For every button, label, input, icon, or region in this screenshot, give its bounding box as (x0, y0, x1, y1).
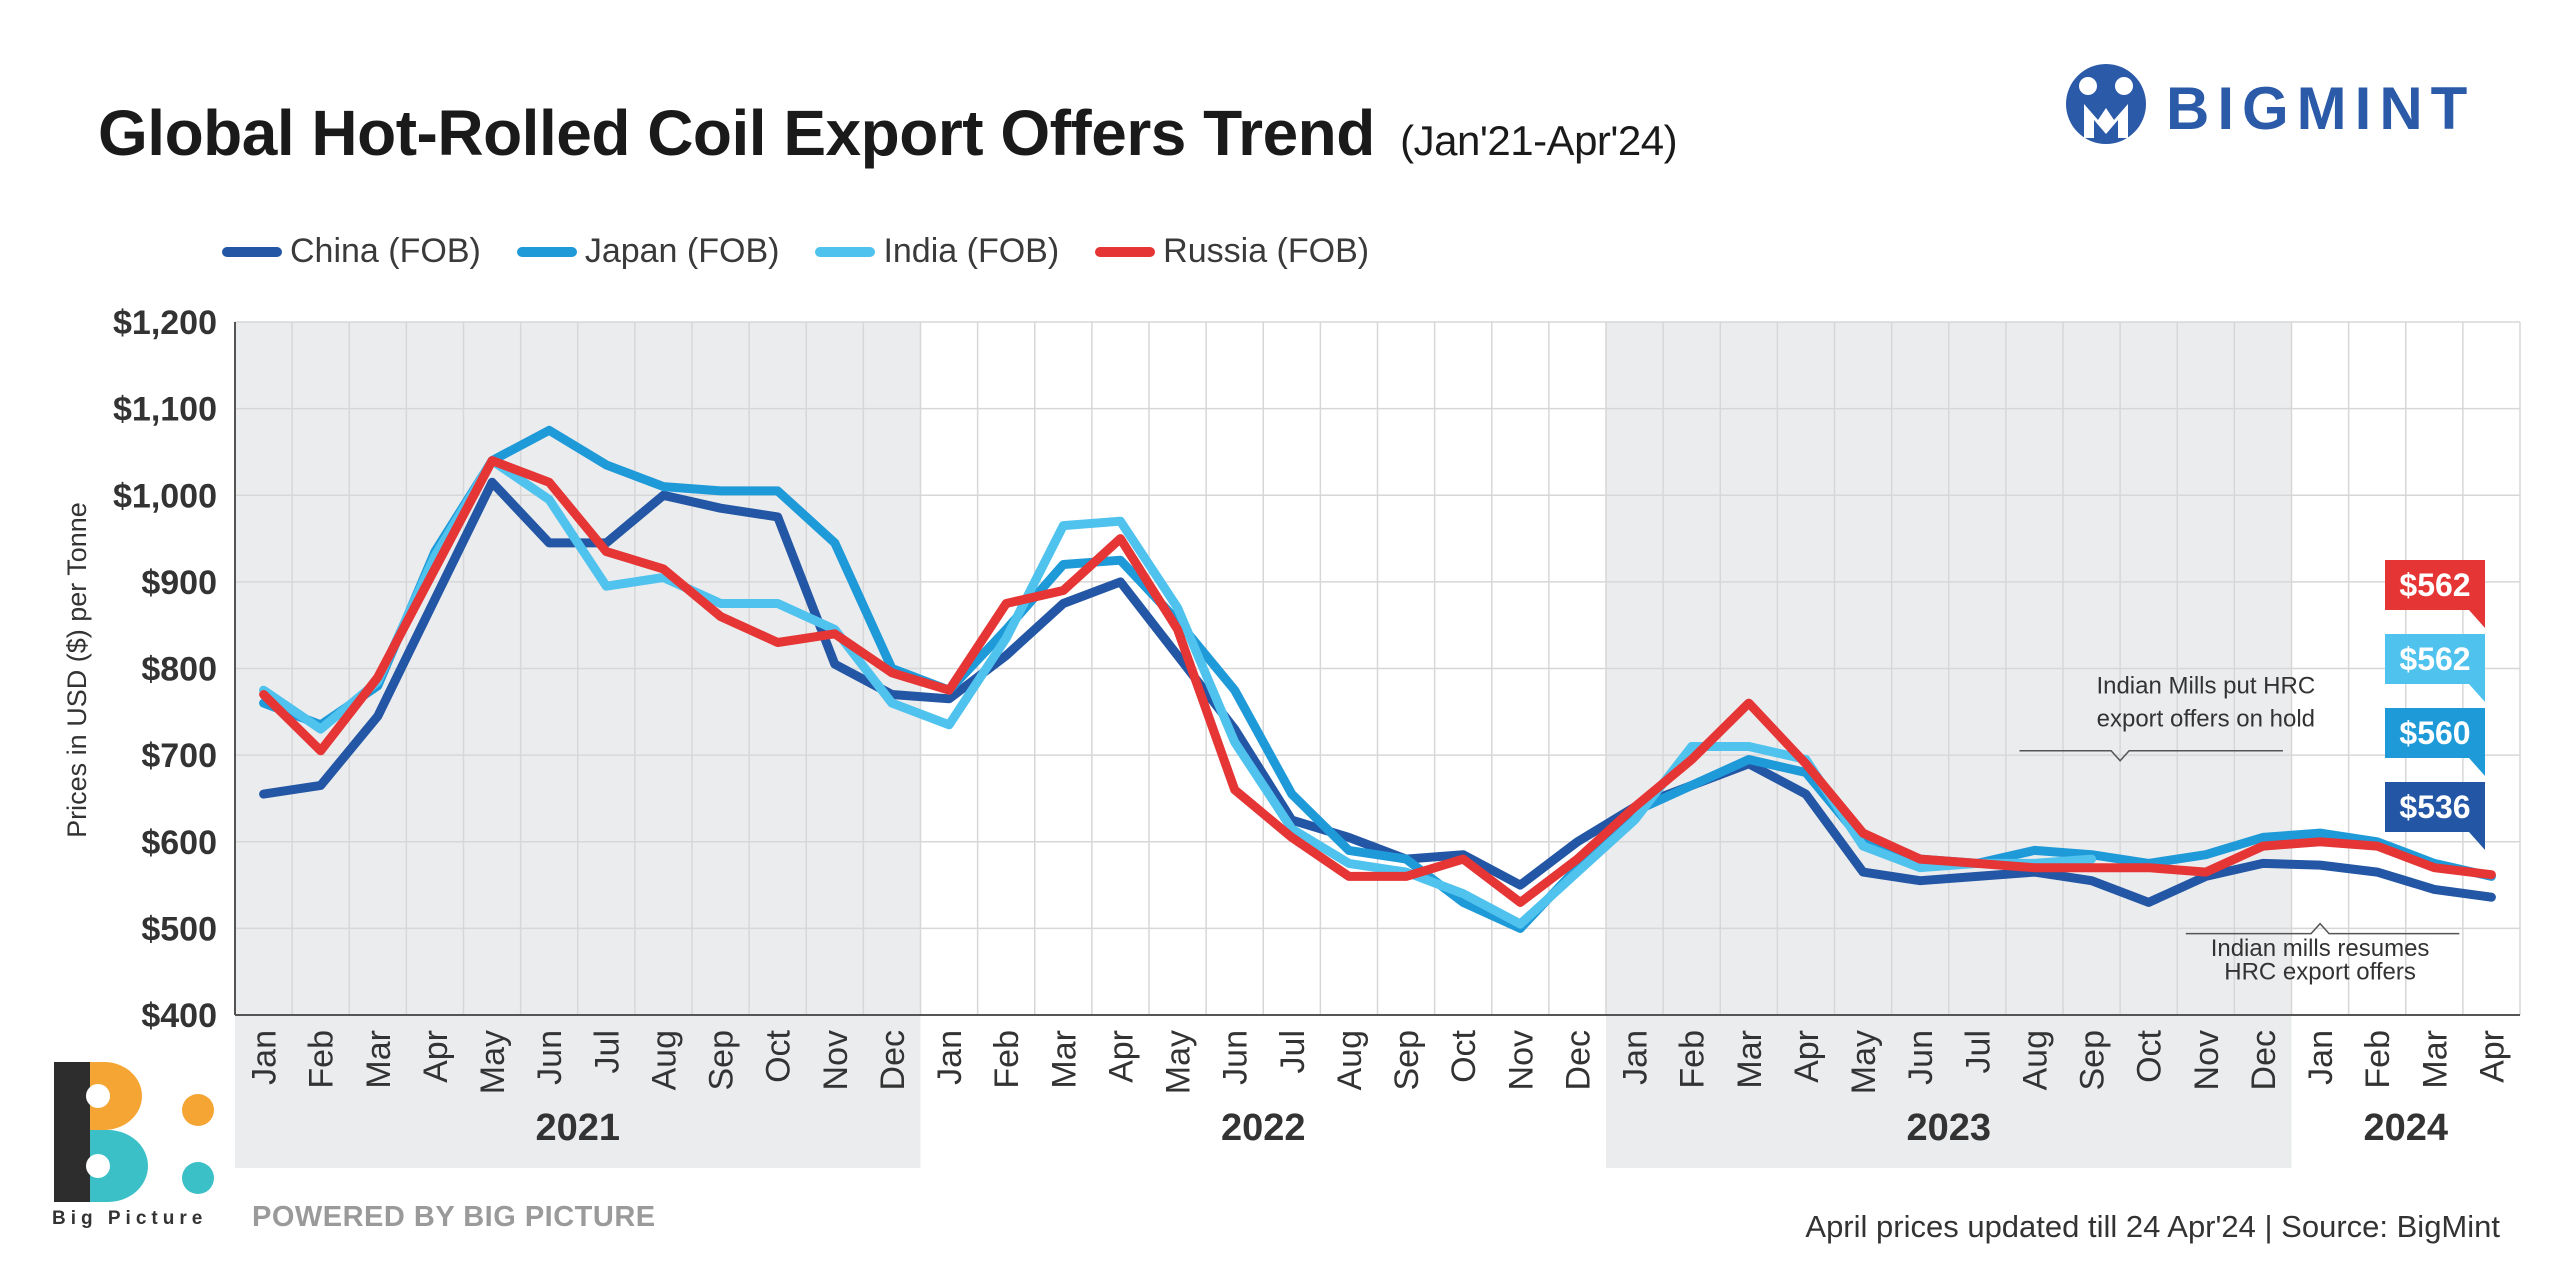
legend-item: China (FOB) (222, 232, 481, 271)
x-tick-label: Feb (2359, 1030, 2397, 1089)
end-value-flag (2385, 560, 2485, 628)
x-tick-label: Jul (1959, 1030, 1997, 1073)
x-tick-label: Oct (760, 1029, 798, 1082)
x-tick-label: Oct (1445, 1029, 1483, 1082)
x-tick-label: Aug (645, 1030, 683, 1091)
legend-swatch (222, 246, 282, 257)
annotation-on-hold-line1: Indian Mills put HRC (2096, 673, 2315, 700)
x-tick-label: Sep (703, 1030, 741, 1091)
x-tick-label: Apr (1102, 1030, 1140, 1083)
end-value-label: $560 (2399, 715, 2470, 751)
x-tick-label: Mar (1045, 1030, 1083, 1089)
big-picture-logo: Big Picture (52, 1060, 222, 1240)
x-tick-label: Nov (1502, 1030, 1540, 1090)
x-tick-label: Apr (2473, 1030, 2511, 1083)
end-value-label: $536 (2399, 789, 2470, 825)
x-tick-label: Mar (360, 1030, 398, 1089)
bigmint-logo: BIGMINT (2058, 56, 2478, 156)
y-tick-label: $500 (141, 910, 217, 948)
x-tick-label: Jan (246, 1030, 284, 1085)
x-tick-label: Sep (1388, 1030, 1426, 1091)
legend-label: Japan (FOB) (584, 232, 780, 270)
y-tick-label: $700 (141, 737, 217, 775)
annotation-on-hold-bracket (2019, 750, 2283, 762)
end-value-flag (2385, 782, 2485, 850)
x-tick-label: Feb (988, 1030, 1026, 1089)
annotation-on-hold-line2: export offers on hold (2097, 706, 2315, 733)
x-tick-label: Nov (817, 1030, 855, 1090)
x-tick-label: Aug (2016, 1030, 2054, 1091)
y-tick-label: $1,100 (113, 391, 217, 429)
end-value-label: $562 (2399, 567, 2470, 603)
legend-swatch (815, 246, 876, 257)
x-tick-label: Mar (2416, 1030, 2454, 1089)
legend-swatch (516, 246, 577, 257)
powered-by-text: POWERED BY BIG PICTURE (252, 1201, 656, 1233)
legend-label: China (FOB) (290, 232, 481, 270)
x-tick-label: Jan (1617, 1030, 1655, 1085)
x-tick-label: Oct (2131, 1029, 2169, 1082)
end-value-label: $562 (2399, 641, 2470, 677)
x-tick-label: Jul (1274, 1030, 1312, 1073)
x-tick-label: Aug (1331, 1030, 1369, 1091)
year-label: 2021 (535, 1107, 620, 1149)
chart-title-text: Global Hot-Rolled Coil Export Offers Tre… (98, 97, 1375, 169)
x-tick-label: May (1845, 1030, 1883, 1094)
big-picture-logo-icon (54, 1062, 214, 1202)
chart-title: Global Hot-Rolled Coil Export Offers Tre… (98, 96, 1678, 170)
y-tick-label: $400 (141, 997, 217, 1035)
annotation-resumes-line1: Indian mills resumes (2211, 935, 2430, 962)
x-tick-label: Jun (531, 1030, 569, 1085)
x-tick-label: Feb (1674, 1030, 1712, 1089)
year-label: 2023 (1906, 1107, 1991, 1149)
x-tick-label: Feb (303, 1030, 341, 1089)
x-tick-label: Dec (1559, 1030, 1597, 1090)
annotation-resumes-line2: HRC export offers (2224, 958, 2416, 985)
y-tick-label: $1,200 (113, 304, 217, 342)
legend-item: Russia (FOB) (1095, 232, 1369, 271)
x-tick-label: Sep (2074, 1030, 2112, 1091)
x-tick-label: Jun (1217, 1030, 1255, 1085)
y-tick-label: $800 (141, 651, 217, 689)
end-value-flag (2385, 634, 2485, 702)
x-tick-label: Jan (2302, 1030, 2340, 1085)
end-value-flag (2385, 708, 2485, 776)
bigmint-logo-icon (2066, 64, 2146, 144)
legend-swatch (1095, 246, 1156, 257)
x-tick-label: May (1160, 1030, 1198, 1094)
big-picture-logo-text: Big Picture (52, 1208, 208, 1229)
x-tick-label: Dec (2245, 1030, 2283, 1090)
year-label: 2022 (1221, 1107, 1306, 1149)
x-tick-label: May (474, 1030, 512, 1094)
x-tick-label: Apr (1788, 1030, 1826, 1083)
y-tick-label: $600 (141, 824, 217, 862)
legend-item: Japan (FOB) (516, 232, 780, 271)
y-tick-label: $1,000 (113, 477, 217, 515)
legend-label: Russia (FOB) (1163, 232, 1370, 270)
series-line-russia (259, 456, 2496, 907)
year-label: 2024 (2363, 1107, 2448, 1149)
x-tick-label: Jun (1902, 1030, 1940, 1085)
annotation-resumes-bracket (2185, 922, 2460, 935)
legend-item: India (FOB) (815, 232, 1059, 271)
y-axis-title: Prices in USD ($) per Tonne (62, 502, 92, 838)
x-tick-label: Apr (417, 1030, 455, 1083)
x-tick-label: Mar (1731, 1030, 1769, 1089)
chart-subtitle: (Jan'21-Apr'24) (1400, 117, 1678, 164)
series-line-japan (259, 425, 2496, 933)
source-note: April prices updated till 24 Apr'24 | So… (1805, 1209, 2500, 1244)
bigmint-wordmark: BIGMINT (2166, 75, 2476, 142)
x-tick-label: Jan (931, 1030, 969, 1085)
legend-label: India (FOB) (883, 232, 1060, 270)
x-tick-label: Dec (874, 1030, 912, 1090)
y-tick-label: $900 (141, 564, 217, 602)
x-tick-label: Jul (588, 1030, 626, 1073)
series-line-china (259, 477, 2496, 907)
x-tick-label: Nov (2188, 1030, 2226, 1090)
legend: China (FOB) Japan (FOB) India (FOB) Russia … (222, 232, 1369, 271)
